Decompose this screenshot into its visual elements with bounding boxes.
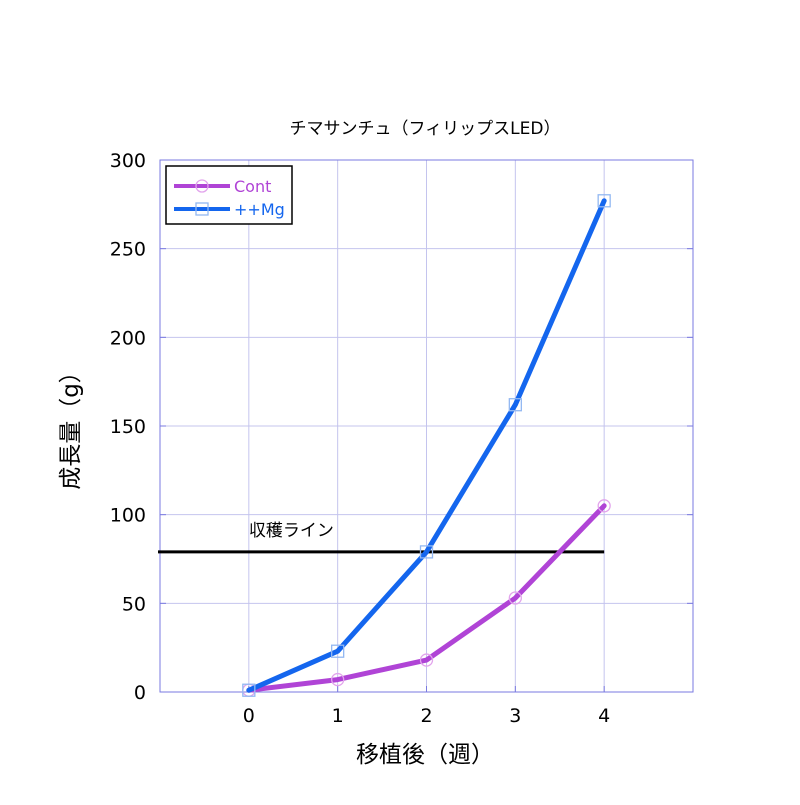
series-line: [246, 198, 607, 693]
data-point: [419, 653, 434, 667]
series: [242, 194, 611, 697]
annotation-label: 収穫ライン: [249, 521, 334, 541]
data-point: [419, 545, 434, 559]
chart-title: チマサンチュ（フィリップスLED）: [290, 119, 561, 139]
legend-marker: [195, 179, 209, 193]
data-point: [331, 644, 345, 658]
data-point: [242, 683, 256, 697]
x-tick-label: 2: [420, 705, 432, 727]
x-axis-label: 移植後（週）: [356, 742, 494, 768]
legend: Cont ++Mg: [165, 165, 293, 225]
series-2: [242, 194, 611, 697]
x-axis-ticks: 0 1 2 3 4: [243, 686, 610, 727]
y-axis-label: 成長量（g）: [58, 360, 84, 490]
series-line: [246, 503, 607, 693]
y-tick-label: 50: [122, 593, 146, 615]
x-tick-label: 1: [332, 705, 344, 727]
y-tick-label: 200: [110, 327, 146, 349]
x-tick-label: 0: [243, 705, 255, 727]
grid: [160, 159, 693, 693]
annotations: 収穫ライン: [249, 521, 334, 541]
data-point: [597, 194, 611, 208]
series-1: [242, 499, 611, 697]
y-tick-label: 0: [134, 682, 146, 704]
data-point: [597, 499, 611, 513]
y-tick-label: 300: [110, 150, 146, 172]
x-tick-label: 4: [598, 705, 610, 727]
x-tick-label: 3: [509, 705, 521, 727]
legend-label: Cont: [234, 177, 271, 196]
data-point: [508, 591, 522, 605]
y-tick-label: 100: [110, 505, 146, 527]
data-point: [331, 672, 345, 687]
y-tick-label: 150: [110, 416, 146, 438]
legend-label: ++Mg: [234, 200, 285, 219]
legend-marker: [195, 202, 209, 216]
legend-box: [165, 165, 293, 225]
y-axis-ticks: 0 50 100 150 200 250 300: [110, 150, 693, 704]
data-point: [508, 398, 522, 412]
y-tick-label: 250: [110, 239, 146, 261]
